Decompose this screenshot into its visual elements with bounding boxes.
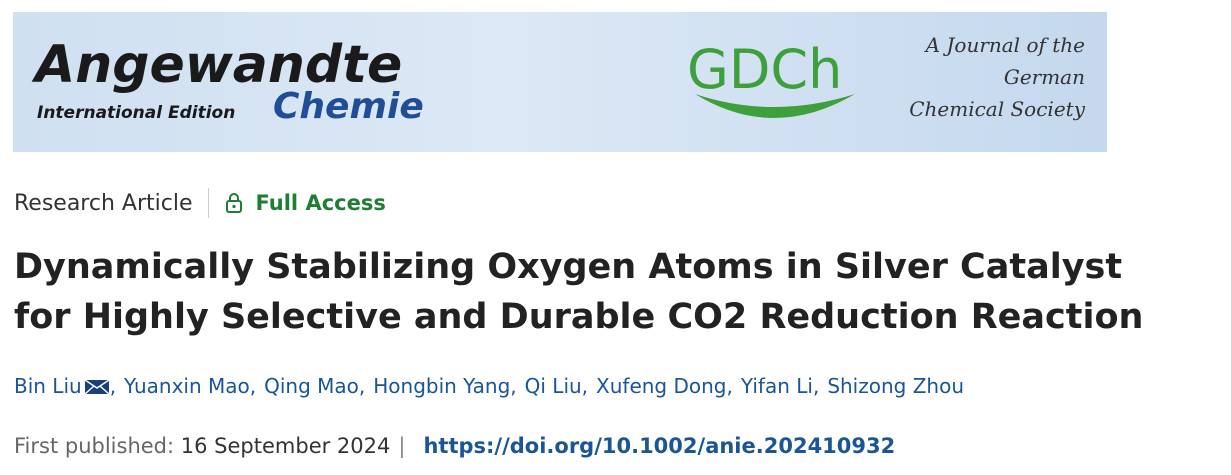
mail-icon[interactable]	[84, 379, 110, 395]
author-name[interactable]: Qi Liu	[524, 374, 582, 398]
published-label: First published:	[14, 434, 175, 458]
separator: |	[398, 434, 406, 458]
journal-subtitle: Chemie	[273, 86, 424, 127]
article-title: Dynamically Stabilizing Oxygen Atoms in …	[14, 247, 1144, 337]
author-list: Bin Liu, Yuanxin Mao, Qing Mao, Hongbin Yan…	[14, 374, 964, 398]
society-line: Chemical Society	[909, 97, 1085, 121]
article-type: Research Article	[14, 190, 193, 216]
author-separator: ,	[109, 374, 117, 398]
author-separator: ,	[581, 374, 589, 398]
society-logo: GDCh	[687, 38, 842, 101]
author-name[interactable]: Xufeng Dong	[596, 374, 727, 398]
divider	[208, 188, 210, 218]
journal-banner[interactable]: Angewandte International Edition Chemie …	[13, 12, 1107, 152]
author-separator: ,	[510, 374, 517, 398]
access-text: Full Access	[255, 191, 386, 215]
author-name[interactable]: Hongbin Yang	[373, 374, 511, 398]
author-separator: ,	[726, 374, 733, 398]
logo-arc	[695, 94, 855, 118]
edition: International Edition	[37, 103, 235, 123]
society-line: A Journal of the	[924, 33, 1085, 57]
access-badge: Full Access	[225, 191, 386, 215]
doi-link[interactable]: https://doi.org/10.1002/anie.202410932	[423, 434, 896, 458]
author-separator: ,	[249, 374, 257, 398]
author-name[interactable]: Yifan Li	[740, 374, 813, 398]
author-name[interactable]: Shizong Zhou	[827, 374, 964, 398]
lock-icon	[226, 193, 243, 213]
author-name[interactable]: Yuanxin Mao	[124, 374, 250, 398]
publication-info: First published: 16 September 2024 | https…	[14, 434, 895, 458]
author-name[interactable]: Bin Liu	[14, 374, 82, 398]
journal-name: Angewandte	[31, 35, 402, 95]
author-separator: ,	[812, 374, 820, 398]
author-separator: ,	[358, 374, 366, 398]
society-line: German	[1004, 65, 1085, 89]
author-name[interactable]: Qing Mao	[264, 374, 359, 398]
published-date: 16 September 2024	[180, 434, 391, 458]
article-meta-row: Research Article Full Access	[14, 188, 386, 218]
banner-art: Angewandte International Edition Chemie …	[31, 33, 1086, 127]
